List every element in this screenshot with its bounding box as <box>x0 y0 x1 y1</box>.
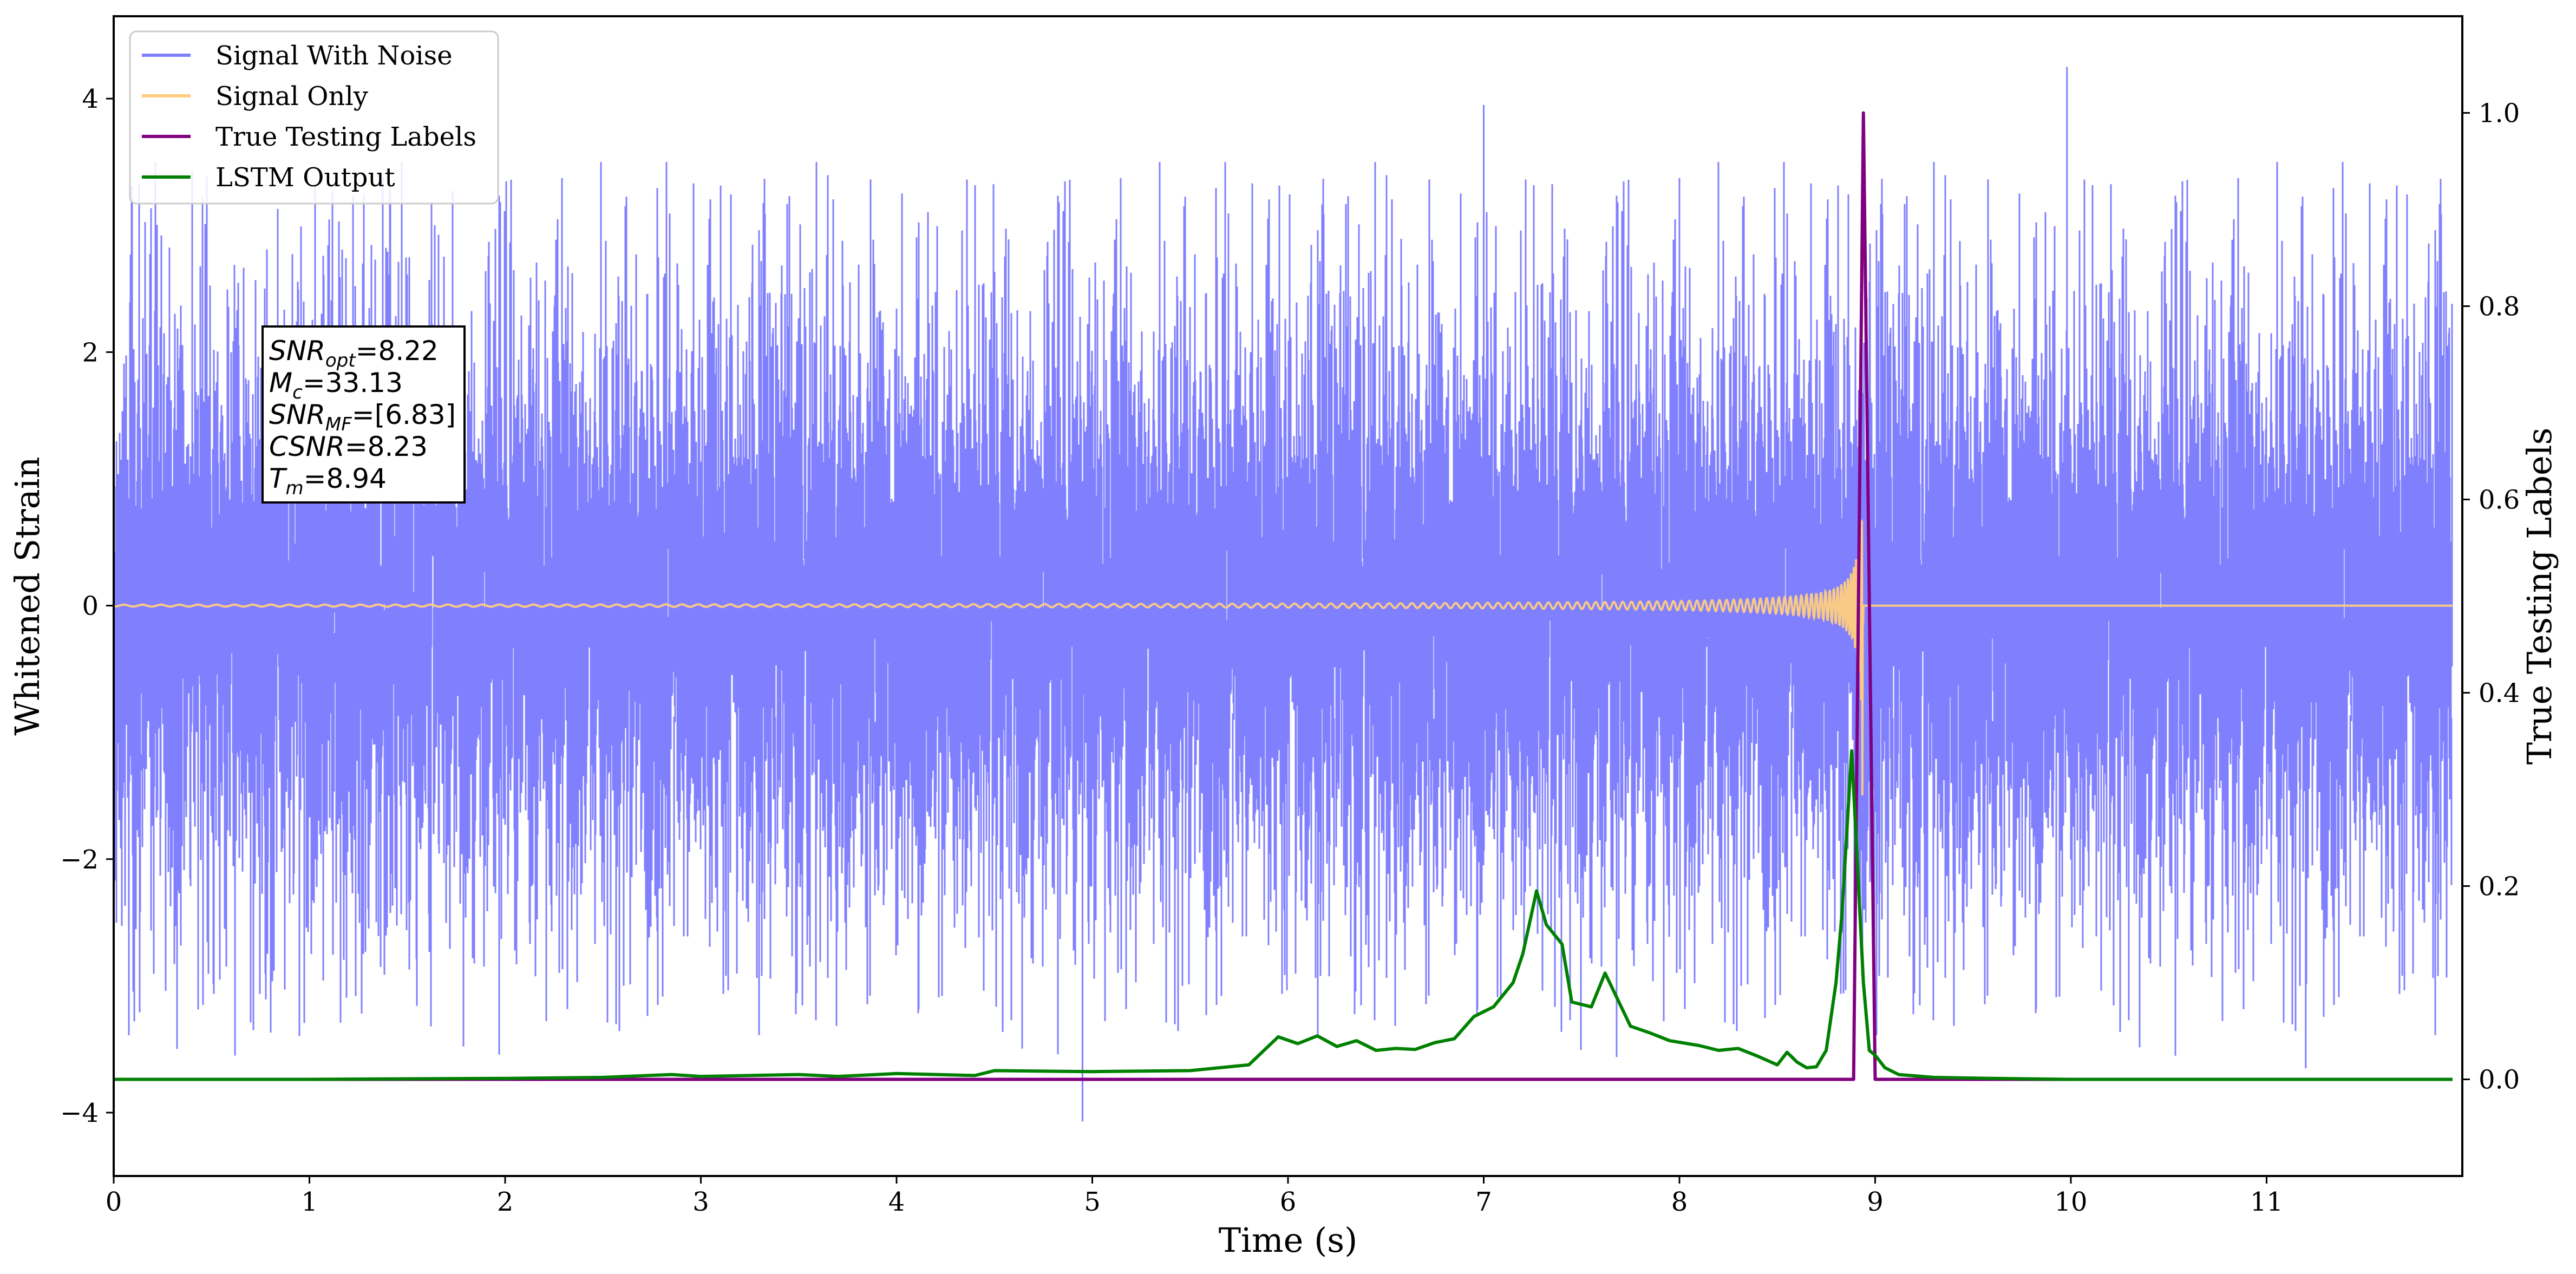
legend: Signal With Noise Signal Only True Testing… <box>129 30 499 205</box>
signal-only-trace <box>114 520 2453 795</box>
y-right-tick-label: 0.0 <box>2479 1065 2520 1095</box>
y-left-tick-label: −4 <box>60 1098 99 1128</box>
x-tick-label: 1 <box>301 1187 318 1217</box>
x-tick-label: 4 <box>888 1187 905 1217</box>
signal-with-noise-line <box>113 67 2453 1122</box>
x-tick-label: 5 <box>1084 1187 1101 1217</box>
y-axis-left: 4 2 0 −2 −4 <box>60 84 114 1128</box>
legend-label: LSTM Output <box>215 162 395 193</box>
annotation-line: CSNR=8.23 <box>269 431 428 462</box>
annotation-box: SNRopt=8.22Mc=33.13SNRMF=[6.83]CSNR=8.23… <box>261 325 466 504</box>
legend-label: Signal Only <box>215 81 368 112</box>
x-tick-label: 11 <box>2250 1187 2283 1217</box>
y-left-tick-label: 4 <box>82 84 99 114</box>
x-tick-label: 10 <box>2054 1187 2087 1217</box>
legend-label: Signal With Noise <box>215 41 453 71</box>
y-left-tick-label: 2 <box>82 337 99 368</box>
x-tick-label: 9 <box>1867 1187 1884 1217</box>
signal-with-noise-trace <box>113 67 2453 1122</box>
y-left-tick-label: −2 <box>60 845 99 875</box>
legend-label: True Testing Labels <box>215 122 476 152</box>
x-axis-title: Time (s) <box>1219 1220 1358 1260</box>
y-right-tick-label: 0.8 <box>2479 292 2520 322</box>
y-left-tick-label: 0 <box>82 591 99 622</box>
x-tick-label: 7 <box>1475 1187 1492 1217</box>
annotation-frame <box>261 325 466 504</box>
x-tick-label: 2 <box>497 1187 514 1217</box>
lstm-output-line <box>114 749 2453 1081</box>
annotation-line: SNRopt=8.22 <box>269 335 439 371</box>
lstm-output-trace <box>114 749 2453 1081</box>
x-tick-label: 0 <box>106 1187 122 1217</box>
legend-frame <box>129 30 499 205</box>
y-axis-left-title: Whitened Strain <box>8 457 47 736</box>
signal-only-line <box>114 520 2453 795</box>
annotation-line: Mc=33.13 <box>269 367 403 403</box>
x-axis: 0 1 2 3 4 5 6 7 8 9 10 11 <box>106 1176 2283 1217</box>
y-axis-right-title: True Testing Labels <box>2520 428 2559 765</box>
y-right-tick-label: 1.0 <box>2479 99 2520 129</box>
y-right-tick-label: 0.4 <box>2479 678 2520 709</box>
x-tick-label: 8 <box>1671 1187 1688 1217</box>
x-tick-label: 6 <box>1280 1187 1297 1217</box>
x-tick-label: 3 <box>692 1187 709 1217</box>
y-right-tick-label: 0.2 <box>2479 872 2520 902</box>
annotation-line: Tm=8.94 <box>269 463 387 499</box>
annotation-line: SNRMF=[6.83] <box>269 399 456 435</box>
y-axis-right: 1.0 0.8 0.6 0.4 0.2 0.0 <box>2462 99 2520 1095</box>
y-right-tick-label: 0.6 <box>2479 485 2520 515</box>
